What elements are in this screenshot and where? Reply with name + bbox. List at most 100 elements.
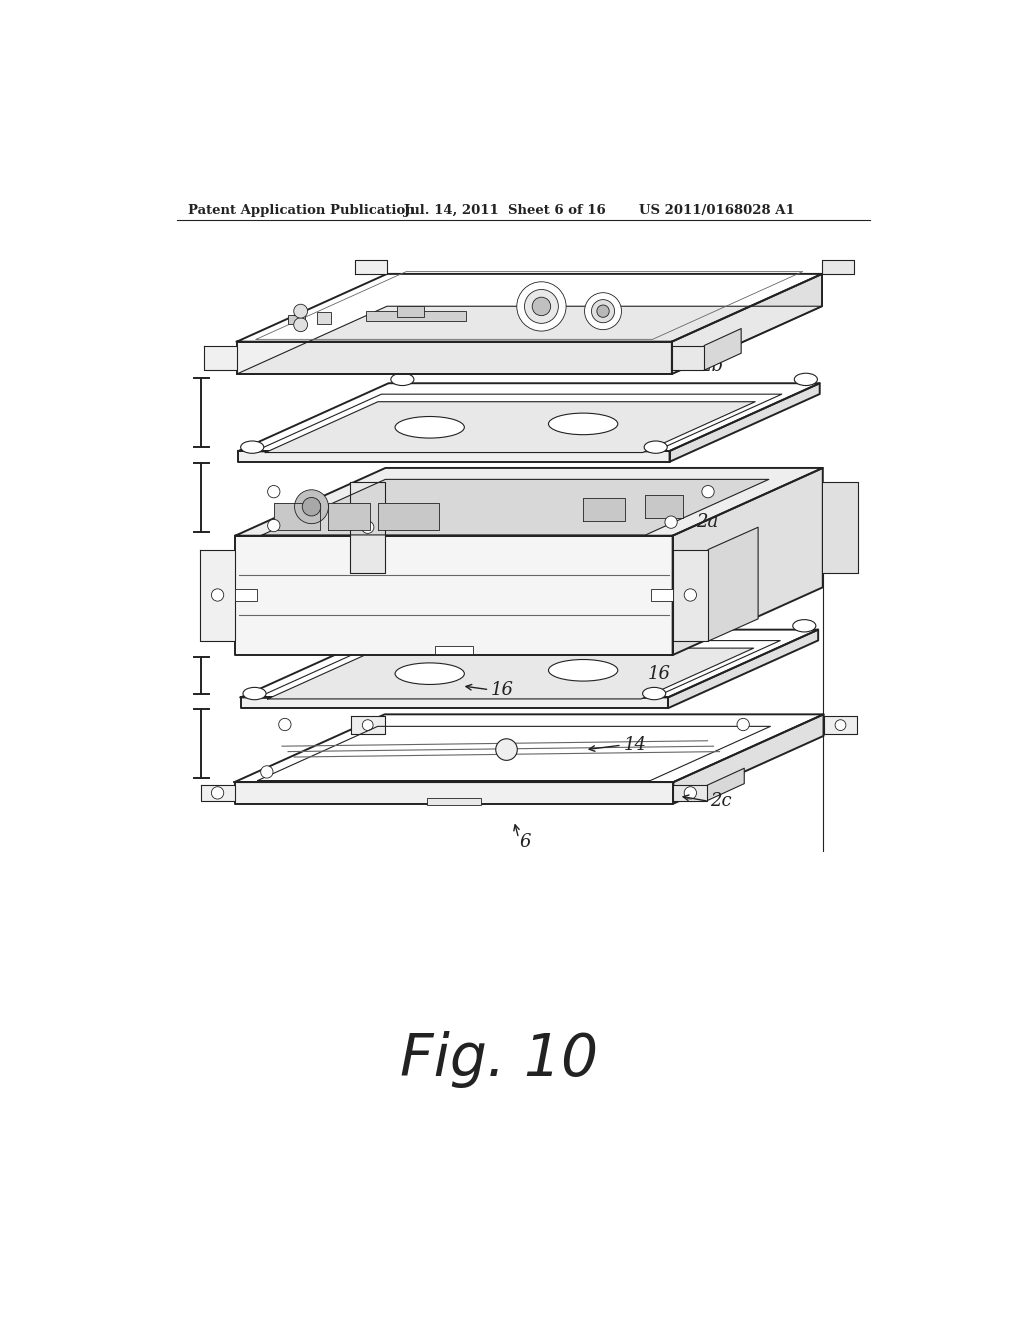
- Text: 1b: 1b: [777, 280, 804, 298]
- Polygon shape: [427, 797, 481, 805]
- Circle shape: [597, 305, 609, 317]
- Ellipse shape: [393, 619, 416, 632]
- Circle shape: [362, 719, 373, 730]
- Polygon shape: [241, 697, 668, 708]
- Text: 2a: 2a: [696, 513, 719, 531]
- Polygon shape: [205, 346, 237, 370]
- Circle shape: [496, 739, 517, 760]
- Polygon shape: [265, 401, 756, 453]
- Polygon shape: [200, 549, 236, 642]
- Circle shape: [295, 490, 329, 524]
- Circle shape: [279, 718, 291, 731]
- Polygon shape: [673, 549, 708, 642]
- Polygon shape: [241, 630, 818, 697]
- Polygon shape: [823, 715, 857, 734]
- Text: 14: 14: [624, 737, 646, 754]
- Polygon shape: [289, 315, 305, 325]
- Polygon shape: [234, 781, 674, 804]
- Text: 2b: 2b: [700, 358, 723, 375]
- Ellipse shape: [395, 663, 464, 685]
- Polygon shape: [239, 451, 670, 462]
- Circle shape: [585, 293, 622, 330]
- Polygon shape: [367, 312, 467, 321]
- Circle shape: [532, 297, 551, 315]
- Polygon shape: [267, 648, 754, 700]
- Polygon shape: [236, 589, 257, 601]
- Ellipse shape: [643, 688, 666, 700]
- Ellipse shape: [644, 441, 668, 453]
- Circle shape: [294, 304, 307, 318]
- Polygon shape: [234, 714, 823, 781]
- Polygon shape: [673, 469, 823, 655]
- Circle shape: [294, 318, 307, 331]
- Ellipse shape: [391, 374, 414, 385]
- Circle shape: [211, 589, 223, 601]
- Circle shape: [211, 787, 223, 799]
- Circle shape: [267, 519, 280, 532]
- Circle shape: [684, 589, 696, 601]
- Polygon shape: [273, 503, 319, 529]
- Circle shape: [737, 718, 750, 731]
- Polygon shape: [674, 714, 823, 804]
- Polygon shape: [328, 503, 370, 529]
- Text: 3: 3: [716, 574, 727, 593]
- Polygon shape: [351, 715, 385, 734]
- Polygon shape: [236, 536, 673, 655]
- Polygon shape: [674, 785, 708, 800]
- Polygon shape: [708, 527, 758, 642]
- Ellipse shape: [241, 441, 264, 453]
- Text: 8: 8: [531, 290, 543, 309]
- Polygon shape: [583, 498, 625, 521]
- Polygon shape: [645, 495, 683, 519]
- Ellipse shape: [793, 619, 816, 632]
- Text: 2c: 2c: [711, 792, 732, 810]
- Circle shape: [665, 516, 677, 528]
- Polygon shape: [378, 503, 439, 529]
- Circle shape: [261, 766, 273, 777]
- Text: 6: 6: [519, 833, 530, 851]
- Text: 16: 16: [648, 665, 671, 684]
- Text: 10: 10: [620, 513, 642, 531]
- Ellipse shape: [243, 688, 266, 700]
- Polygon shape: [708, 768, 744, 800]
- Polygon shape: [237, 275, 822, 342]
- Polygon shape: [672, 346, 705, 370]
- Circle shape: [517, 281, 566, 331]
- Text: Jul. 14, 2011: Jul. 14, 2011: [403, 205, 499, 218]
- Circle shape: [361, 521, 374, 533]
- Polygon shape: [237, 306, 822, 374]
- Polygon shape: [397, 306, 424, 317]
- Text: 5: 5: [578, 286, 589, 305]
- Text: 16: 16: [508, 432, 530, 450]
- Circle shape: [267, 486, 280, 498]
- Polygon shape: [670, 383, 819, 462]
- Text: Patent Application Publication: Patent Application Publication: [188, 205, 415, 218]
- Polygon shape: [262, 479, 769, 535]
- Polygon shape: [435, 645, 473, 653]
- Polygon shape: [236, 469, 823, 536]
- Text: US 2011/0168028 A1: US 2011/0168028 A1: [639, 205, 795, 218]
- Polygon shape: [239, 383, 819, 451]
- Polygon shape: [350, 482, 385, 573]
- Ellipse shape: [795, 374, 817, 385]
- Polygon shape: [354, 260, 387, 275]
- Polygon shape: [705, 329, 741, 370]
- Polygon shape: [668, 630, 818, 708]
- Text: 16: 16: [490, 681, 514, 698]
- Polygon shape: [651, 589, 673, 601]
- Circle shape: [701, 486, 714, 498]
- Ellipse shape: [395, 417, 464, 438]
- Text: Sheet 6 of 16: Sheet 6 of 16: [508, 205, 605, 218]
- Polygon shape: [201, 785, 234, 800]
- Polygon shape: [672, 275, 822, 374]
- Ellipse shape: [549, 413, 617, 434]
- Polygon shape: [822, 260, 854, 275]
- Text: 16: 16: [662, 425, 685, 444]
- Circle shape: [684, 787, 696, 799]
- Polygon shape: [237, 342, 672, 374]
- Circle shape: [836, 719, 846, 730]
- Circle shape: [592, 300, 614, 322]
- Circle shape: [302, 498, 321, 516]
- Text: 13: 13: [446, 294, 469, 312]
- Circle shape: [524, 289, 558, 323]
